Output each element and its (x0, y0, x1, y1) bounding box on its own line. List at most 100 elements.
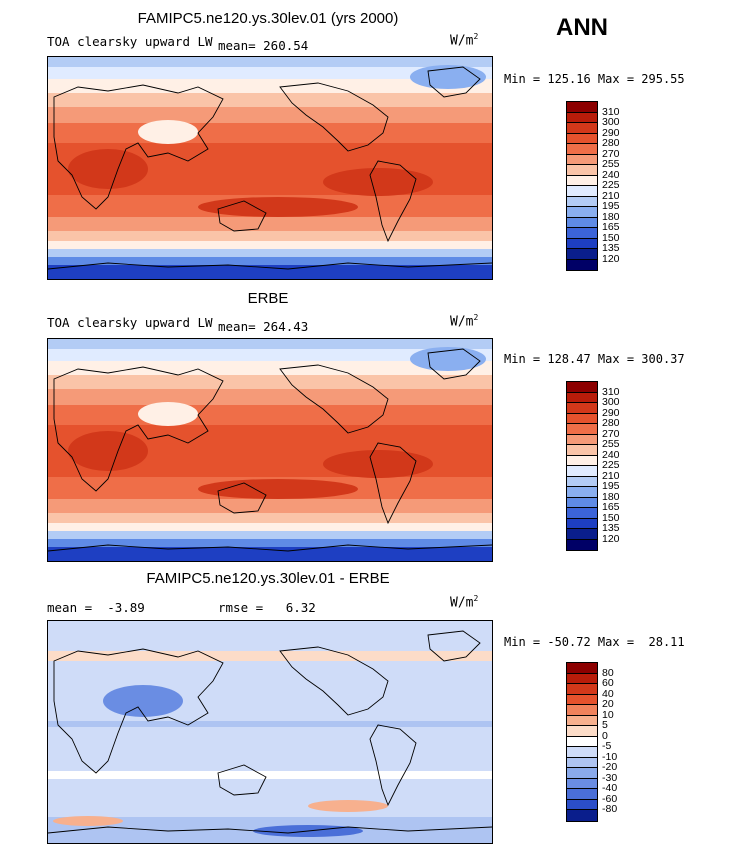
colorbar-tick-label: 150 (602, 231, 620, 244)
latitude-band (48, 513, 492, 523)
latitude-band (48, 67, 492, 79)
colorbar-swatch (567, 154, 597, 165)
colorbar-tick-label: 40 (602, 687, 614, 700)
colorbar-tick-label: 180 (602, 210, 620, 223)
colorbar-tick-label: 165 (602, 221, 620, 233)
colorbar-swatch (567, 705, 597, 716)
colorbar-tick-label: 300 (602, 116, 620, 128)
colorbar-swatch (567, 424, 597, 435)
colorbar-swatch (567, 789, 597, 800)
latitude-band (48, 405, 492, 425)
coastlines (48, 630, 492, 834)
colorbar-tick-label: 210 (602, 469, 620, 482)
colorbar-tick-label: -60 (602, 792, 618, 805)
colorbar-tick-label: 135 (602, 522, 620, 534)
colorbar-tick-label: -80 (602, 803, 618, 815)
coastline (427, 630, 481, 662)
atlantic-patch (323, 168, 433, 196)
coastline (48, 544, 492, 552)
colorbar-tick-label: 120 (602, 252, 620, 265)
latitude-band (48, 651, 492, 661)
latitude-band (48, 93, 492, 107)
latitude-band (48, 79, 492, 93)
colorbar-swatch (567, 392, 597, 403)
sahara-patch (68, 149, 148, 189)
coastlines (48, 66, 492, 270)
coastline (369, 160, 417, 243)
colorbar-tick-label: 270 (602, 427, 620, 440)
map-plot (48, 57, 492, 279)
colorbar-tick-label: -30 (602, 771, 618, 784)
colorbar-tick-label: 20 (602, 698, 614, 710)
coastline (279, 82, 389, 152)
colorbar-swatch (567, 497, 597, 508)
colorbar (566, 662, 598, 822)
pacific-patch (198, 479, 358, 499)
colorbar-swatch (567, 102, 597, 113)
colorbar-swatch (567, 217, 597, 228)
colorbar-tick-label: 225 (602, 179, 620, 191)
colorbar-tick-label: 290 (602, 406, 620, 419)
min-max-text: Min = 125.16 Max = 295.55 (504, 72, 685, 86)
colorbar-swatch (567, 694, 597, 705)
colorbar-swatch (567, 529, 597, 540)
coastline (217, 482, 267, 514)
colorbar-swatch (567, 144, 597, 155)
colorbar-swatch (567, 487, 597, 498)
colorbar-tick-label: 195 (602, 480, 620, 492)
rmse-value: rmse = 6.32 (218, 600, 316, 615)
colorbar (566, 381, 598, 551)
colorbar-tick-label: -10 (602, 750, 618, 763)
colorbar-swatch (567, 466, 597, 477)
latitude-band (48, 771, 492, 779)
coastline (48, 826, 492, 834)
colorbar-tick-label: -40 (602, 782, 618, 794)
colorbar-swatch (567, 508, 597, 519)
field-bands (48, 57, 492, 279)
pacific-patch (198, 197, 358, 217)
colorbar-swatch (567, 684, 597, 695)
field-bands (48, 339, 492, 561)
min-max-text: Min = 128.47 Max = 300.37 (504, 352, 685, 366)
colorbar-swatch (567, 413, 597, 424)
colorbar-swatch (567, 403, 597, 414)
colorbar-tick-label: 225 (602, 459, 620, 471)
colorbar-tick-label: 280 (602, 417, 620, 429)
map-plot (48, 339, 492, 561)
colorbar-swatch (567, 238, 597, 249)
latitude-band (48, 721, 492, 727)
latitude-band (48, 531, 492, 539)
colorbar-swatch (567, 476, 597, 487)
latitude-band (48, 361, 492, 375)
sahara-patch (68, 431, 148, 471)
coastlines (48, 348, 492, 552)
coastline (279, 364, 389, 434)
coastline (53, 366, 224, 492)
colorbar-tick-label: 310 (602, 385, 620, 398)
colorbar-swatch (567, 123, 597, 134)
colorbar-swatch (567, 434, 597, 445)
colorbar-tick-label: 255 (602, 158, 620, 170)
colorbar-tick-label: 180 (602, 490, 620, 503)
colorbar-tick-label: 255 (602, 438, 620, 450)
colorbar-swatch (567, 778, 597, 789)
colorbar-swatch (567, 186, 597, 197)
latitude-band (48, 123, 492, 143)
panel-title: FAMIPC5.ne120.ys.30lev.01 - ERBE (146, 570, 390, 587)
latitude-band (48, 257, 492, 265)
colorbar-tick-label: 290 (602, 126, 620, 139)
colorbar (566, 101, 598, 271)
latitude-band (48, 523, 492, 531)
colorbar-tick-label: 150 (602, 511, 620, 524)
latitude-band (48, 539, 492, 547)
colorbar-tick-label: 240 (602, 168, 620, 181)
tibet-patch (138, 120, 198, 144)
colorbar-swatch (567, 455, 597, 466)
colorbar-swatch (567, 810, 597, 821)
latitude-band (48, 57, 492, 67)
coastline (279, 646, 389, 716)
colorbar-swatch (567, 663, 597, 674)
tibet-patch (138, 402, 198, 426)
colorbar-tick-label: 280 (602, 137, 620, 149)
min-max-text: Min = -50.72 Max = 28.11 (504, 635, 685, 649)
